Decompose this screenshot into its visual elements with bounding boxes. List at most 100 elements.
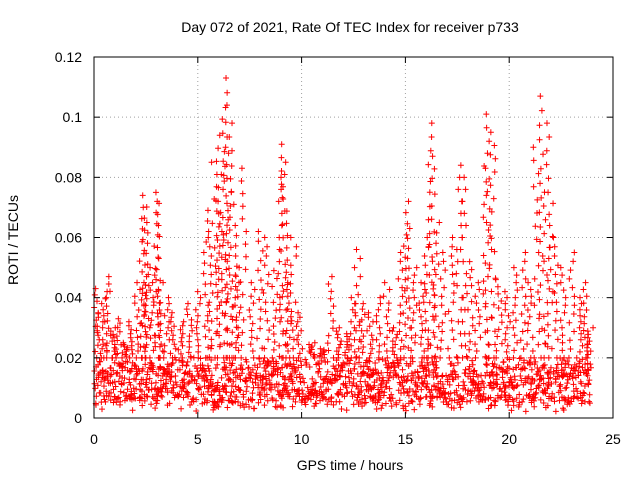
data-point — [146, 324, 153, 331]
data-point — [527, 386, 534, 393]
data-point — [283, 269, 290, 276]
data-point — [165, 324, 172, 331]
data-point — [146, 354, 153, 361]
data-point — [213, 232, 220, 239]
data-point — [348, 370, 355, 377]
y-tick-label: 0.02 — [55, 350, 82, 366]
data-point — [522, 408, 529, 415]
data-point — [400, 343, 407, 350]
data-point — [403, 298, 410, 305]
data-point — [273, 397, 280, 404]
data-point — [358, 327, 365, 334]
data-point — [153, 266, 160, 273]
data-point — [383, 313, 390, 320]
x-tick-labels: 0 5 10 15 20 25 — [90, 431, 621, 447]
data-point — [411, 272, 418, 279]
data-point — [483, 111, 490, 118]
data-point — [205, 302, 212, 309]
data-point — [482, 165, 489, 172]
data-point — [531, 275, 538, 282]
data-point — [394, 357, 401, 364]
data-point — [235, 347, 242, 354]
data-point — [411, 294, 418, 301]
data-point — [519, 267, 526, 274]
data-point — [317, 384, 324, 391]
data-point — [516, 401, 523, 408]
data-point — [490, 373, 497, 380]
data-point — [426, 371, 433, 378]
data-point — [214, 328, 221, 335]
data-point — [510, 264, 517, 271]
data-point — [531, 354, 538, 361]
data-point — [143, 289, 150, 296]
data-point — [152, 332, 159, 339]
data-point — [265, 336, 272, 343]
data-point — [429, 403, 436, 410]
data-point — [99, 367, 106, 374]
data-point — [397, 310, 404, 317]
data-point — [514, 382, 521, 389]
data-point — [423, 373, 430, 380]
data-point — [537, 396, 544, 403]
data-point — [437, 275, 444, 282]
data-point — [536, 311, 543, 318]
data-point — [488, 369, 495, 376]
data-point — [269, 354, 276, 361]
data-point — [334, 331, 341, 338]
data-point — [424, 359, 431, 366]
data-point — [158, 341, 165, 348]
data-point — [139, 402, 146, 409]
data-point — [142, 302, 149, 309]
data-point — [245, 365, 252, 372]
data-point — [101, 318, 108, 325]
data-point — [519, 398, 526, 405]
data-point — [143, 393, 150, 400]
data-point — [299, 375, 306, 382]
data-point — [239, 203, 246, 210]
data-point — [264, 317, 271, 324]
data-point — [524, 327, 531, 334]
data-point — [590, 324, 597, 331]
data-point — [396, 319, 403, 326]
data-point — [377, 394, 384, 401]
data-point — [422, 383, 429, 390]
data-point — [521, 319, 528, 326]
data-point — [220, 237, 227, 244]
data-point — [480, 214, 487, 221]
data-point — [581, 313, 588, 320]
data-point — [482, 287, 489, 294]
data-point — [384, 354, 391, 361]
data-point — [355, 291, 362, 298]
data-point — [540, 313, 547, 320]
data-point — [134, 334, 141, 341]
data-point — [483, 219, 490, 226]
data-point — [283, 342, 290, 349]
data-point — [319, 391, 326, 398]
data-point — [426, 189, 433, 196]
data-point — [428, 216, 435, 223]
data-point — [199, 362, 206, 369]
data-point — [278, 154, 285, 161]
data-point — [156, 334, 163, 341]
y-axis-label: ROTI / TECUs — [5, 195, 21, 285]
data-point — [560, 287, 567, 294]
data-point — [214, 361, 221, 368]
data-point — [443, 372, 450, 379]
data-point — [366, 323, 373, 330]
data-point — [399, 267, 406, 274]
data-point — [356, 322, 363, 329]
data-point — [456, 401, 463, 408]
data-point — [542, 390, 549, 397]
data-point — [405, 392, 412, 399]
data-point — [138, 296, 145, 303]
data-point — [502, 330, 509, 337]
data-point — [483, 316, 490, 323]
data-point — [285, 347, 292, 354]
data-point — [472, 293, 479, 300]
data-point — [463, 398, 470, 405]
data-point — [545, 354, 552, 361]
data-point — [545, 369, 552, 376]
data-point — [353, 382, 360, 389]
data-point — [351, 360, 358, 367]
data-point — [184, 389, 191, 396]
